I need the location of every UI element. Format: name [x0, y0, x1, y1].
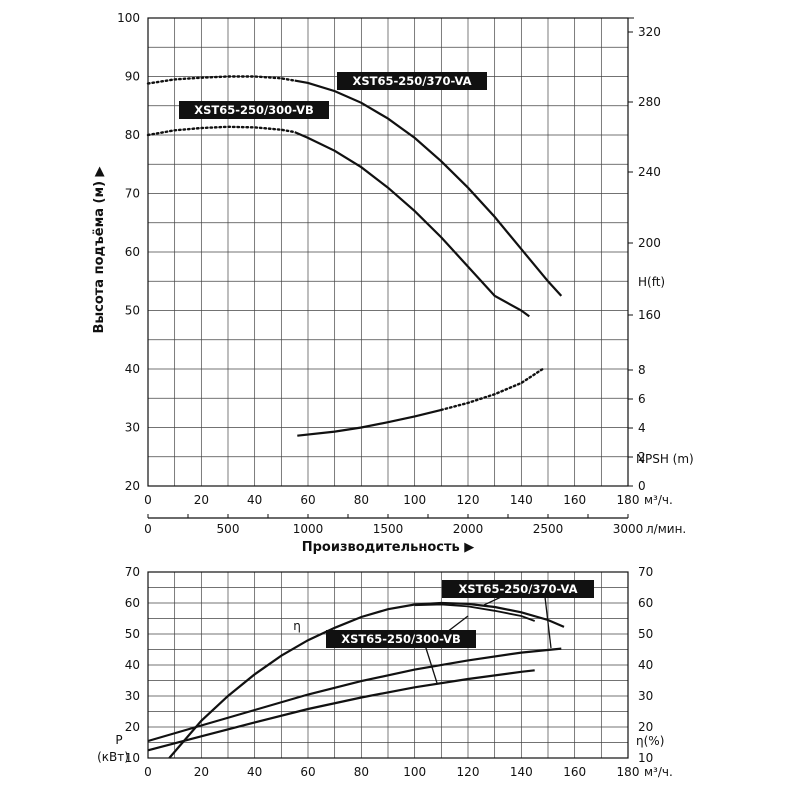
series-label-va-bottom: XST65-250/370-VA	[459, 582, 578, 596]
top-x-axis-label: Производительность ▶	[302, 540, 475, 555]
bottom-y-label-line1: P	[115, 733, 122, 747]
top-y-tick: 90	[125, 70, 140, 84]
top-y-tick: 30	[125, 421, 140, 435]
bottom-plot-frame	[147, 571, 629, 759]
series-label-vb: XST65-250/300-VB	[194, 103, 314, 117]
bottom-right-label: η(%)	[636, 734, 664, 748]
bottom-y-tick: 50	[125, 627, 140, 641]
npsh-curve	[297, 408, 442, 437]
top-right-npsh-tick: 2	[638, 450, 646, 464]
efficiency-symbol: η	[293, 619, 301, 633]
top-x2-tick: 1000	[293, 522, 324, 536]
top-y-tick: 20	[125, 479, 140, 493]
bottom-x-tick: 80	[354, 765, 369, 779]
series-label-vb-bottom: XST65-250/300-VB	[341, 632, 461, 646]
series-label-va-bottom-box	[442, 580, 594, 598]
top-x2-unit: л/мин.	[646, 522, 686, 536]
power-curve-vb	[147, 669, 535, 752]
top-y-tick: 80	[125, 128, 140, 142]
bottom-y-tick: 20	[125, 720, 140, 734]
head-curve-vb-dotted	[146, 125, 296, 137]
bottom-x-tick: 0	[144, 765, 152, 779]
bottom-right-tick: 40	[638, 658, 653, 672]
top-x2-tick: 500	[217, 522, 240, 536]
bottom-y-label-line2: (кВт)	[97, 750, 129, 764]
bottom-y-tick: 30	[125, 689, 140, 703]
top-right-npsh-tick: 6	[638, 392, 646, 406]
bottom-x-tick: 140	[510, 765, 533, 779]
top-plot-frame	[147, 17, 629, 487]
bottom-right-tick: 10	[638, 751, 653, 765]
bottom-x-tick: 100	[403, 765, 426, 779]
top-right-h-tick: 320	[638, 25, 661, 39]
top-x2-tick: 2500	[533, 522, 564, 536]
bottom-y-tick: 60	[125, 596, 140, 610]
top-y-tick: 50	[125, 304, 140, 318]
leader-va-power	[544, 596, 552, 649]
bottom-y-tick: 40	[125, 658, 140, 672]
series-label-va-box	[337, 72, 487, 90]
top-x-tick: 120	[457, 493, 480, 507]
series-label-vb-box	[179, 101, 329, 119]
power-curve-va	[147, 647, 562, 743]
efficiency-curve-vb	[414, 603, 536, 622]
bottom-right-tick: 30	[638, 689, 653, 703]
bottom-x-tick: 60	[300, 765, 315, 779]
top-x-tick: 160	[563, 493, 586, 507]
top-x-tick: 0	[144, 493, 152, 507]
npsh-curve-dotted	[440, 367, 544, 412]
top-x-tick: 180	[617, 493, 640, 507]
efficiency-curve	[168, 601, 565, 759]
top-x-tick: 20	[194, 493, 209, 507]
bottom-right-tick: 50	[638, 627, 653, 641]
top-x2-tick: 1500	[373, 522, 404, 536]
bottom-x-tick: 40	[247, 765, 262, 779]
head-curve-vb	[294, 131, 530, 318]
bottom-y-tick: 70	[125, 565, 140, 579]
bottom-chart: 10 20 30 40 50 60 70 10 20 30 40 50 60 70 η(%) P (кВт) 0 2…	[97, 565, 673, 779]
top-right-h-tick: 280	[638, 95, 661, 109]
series-label-vb-bottom-box	[326, 630, 476, 648]
top-x-tick: 40	[247, 493, 262, 507]
top-y-tick: 100	[117, 11, 140, 25]
top-x2-tick: 0	[144, 522, 152, 536]
top-right-h-tick: 240	[638, 165, 661, 179]
series-label-va: XST65-250/370-VA	[353, 74, 472, 88]
top-x-unit: м³/ч.	[644, 493, 673, 507]
top-y-axis-label: Высота подъёма (м) ▶	[92, 166, 107, 333]
head-curve-va	[294, 79, 563, 297]
bottom-y-tick: 10	[125, 751, 140, 765]
bottom-x-tick: 120	[457, 765, 480, 779]
bottom-right-tick: 70	[638, 565, 653, 579]
bottom-right-tick: 60	[638, 596, 653, 610]
head-curve-va-dotted	[146, 75, 296, 85]
top-x-tick: 60	[300, 493, 315, 507]
top-right-h-label: H(ft)	[638, 275, 665, 289]
top-right-npsh-label: NPSH (m)	[636, 452, 694, 466]
top-x-tick: 140	[510, 493, 533, 507]
bottom-x-unit: м³/ч.	[644, 765, 673, 779]
bottom-x-tick: 20	[194, 765, 209, 779]
top-right-npsh-tick: 0	[638, 479, 646, 493]
top-right-h-tick: 200	[638, 236, 661, 250]
top-y-tick: 40	[125, 362, 140, 376]
top-x-tick: 100	[403, 493, 426, 507]
top-x-tick: 80	[354, 493, 369, 507]
top-y-tick: 60	[125, 245, 140, 259]
bottom-right-tick: 20	[638, 720, 653, 734]
leader-vb-power	[424, 644, 438, 684]
top-x2-tick: 3000	[613, 522, 644, 536]
top-y-tick: 70	[125, 187, 140, 201]
top-right-h-tick: 160	[638, 308, 661, 322]
top-right-npsh-tick: 4	[638, 421, 646, 435]
top-x2-tick: 2000	[453, 522, 484, 536]
bottom-x-tick: 160	[563, 765, 586, 779]
top-right-npsh-tick: 8	[638, 363, 646, 377]
bottom-x-tick: 180	[617, 765, 640, 779]
